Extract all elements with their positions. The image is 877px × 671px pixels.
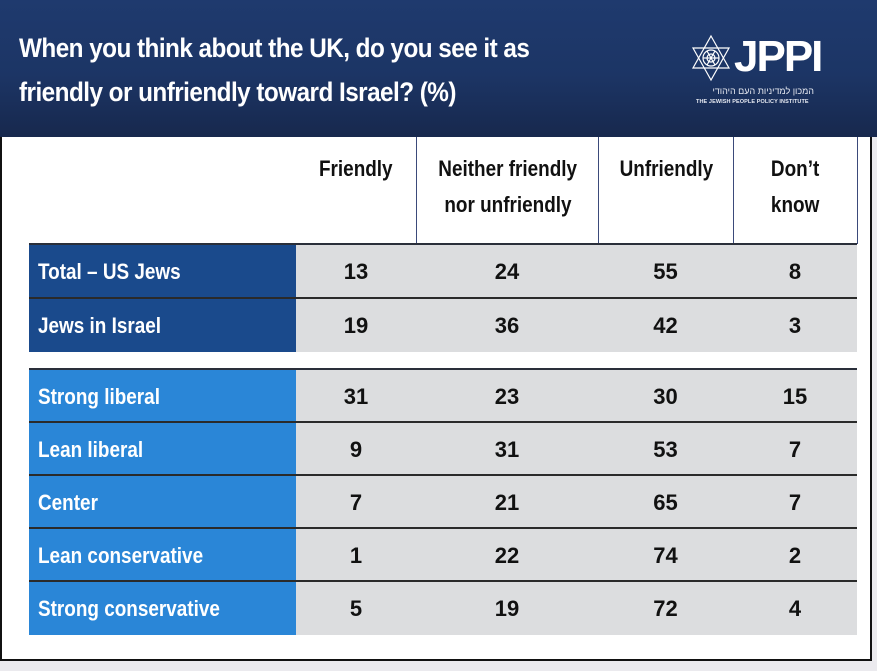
page-title: When you think about the UK, do you see … [19, 26, 595, 114]
table-row-center: Center 7 21 65 7 [29, 474, 857, 529]
row-values: 9 31 53 7 [296, 423, 857, 476]
logo-wordmark: JPPI [734, 32, 823, 81]
table-row-lean-conservative: Lean conservative 1 22 74 2 [29, 527, 857, 582]
row-label: Jews in Israel [29, 299, 296, 352]
table-row-strong-liberal: Strong liberal 31 23 30 15 [29, 368, 857, 423]
table-row-strong-conservative: Strong conservative 5 19 72 4 [29, 580, 857, 635]
column-header-neither: Neither friendly nor unfriendly [417, 137, 598, 244]
cell-friendly: 19 [343, 313, 369, 338]
cell-dont-know: 7 [788, 437, 802, 462]
cell-unfriendly: 30 [653, 384, 678, 409]
cell-neither: 22 [494, 543, 520, 568]
column-header-text: Unfriendly [619, 156, 713, 181]
cell-neither: 36 [494, 313, 520, 338]
row-values: 5 19 72 4 [296, 582, 857, 635]
column-header-friendly: Friendly [296, 137, 416, 244]
title-line-1: When you think about the UK, do you see … [19, 33, 530, 63]
cell-dont-know: 15 [782, 384, 808, 409]
row-label: Strong liberal [29, 370, 296, 423]
column-header-text: know [771, 192, 820, 217]
cell-dont-know: 2 [788, 543, 802, 568]
table-row-total-us-jews: Total – US Jews 13 24 55 8 [29, 243, 857, 298]
cell-neither: 31 [494, 437, 520, 462]
column-header-unfriendly: Unfriendly [599, 137, 733, 244]
row-label: Center [29, 476, 296, 529]
jppi-logo: JPPI המכון למדיניות העם היהודי THE JEWIS… [690, 32, 825, 110]
cell-friendly: 13 [343, 259, 369, 284]
row-values: 7 21 65 7 [296, 476, 857, 529]
cell-neither: 23 [494, 384, 520, 409]
column-divider [416, 137, 417, 244]
cell-dont-know: 8 [788, 259, 802, 284]
title-line-2: friendly or unfriendly toward Israel? (%… [19, 77, 456, 107]
logo-english-tagline: THE JEWISH PEOPLE POLICY INSTITUTE [696, 99, 809, 105]
cell-unfriendly: 53 [653, 437, 678, 462]
cell-unfriendly: 72 [653, 596, 678, 621]
cell-dont-know: 7 [788, 490, 802, 515]
row-values: 1 22 74 2 [296, 529, 857, 582]
table-row-lean-liberal: Lean liberal 9 31 53 7 [29, 421, 857, 476]
row-values: 19 36 42 3 [296, 299, 857, 352]
cell-friendly: 5 [349, 596, 363, 621]
cell-friendly: 1 [349, 543, 363, 568]
column-divider [598, 137, 599, 244]
column-header-text: Neither friendly [438, 156, 577, 181]
cell-unfriendly: 55 [653, 259, 678, 284]
row-values: 13 24 55 8 [296, 245, 857, 298]
cell-dont-know: 4 [788, 596, 802, 621]
column-divider [733, 137, 734, 244]
column-header-text: Friendly [319, 156, 393, 181]
column-header-text: Don’t [771, 156, 820, 181]
cell-neither: 19 [494, 596, 520, 621]
cell-neither: 24 [494, 259, 520, 284]
row-label: Lean conservative [29, 529, 296, 582]
column-header-dont-know: Don’t know [734, 137, 857, 244]
row-label: Total – US Jews [29, 245, 296, 298]
cell-unfriendly: 74 [653, 543, 678, 568]
cell-friendly: 7 [349, 490, 363, 515]
cell-unfriendly: 42 [653, 313, 678, 338]
row-label: Lean liberal [29, 423, 296, 476]
row-values: 31 23 30 15 [296, 370, 857, 423]
cell-friendly: 9 [349, 437, 363, 462]
column-header-text: nor unfriendly [443, 192, 572, 217]
row-label: Strong conservative [29, 582, 296, 635]
cell-neither: 21 [494, 490, 520, 515]
logo-hebrew-tagline: המכון למדיניות העם היהודי [712, 86, 814, 96]
table-row-jews-in-israel: Jews in Israel 19 36 42 3 [29, 297, 857, 352]
cell-friendly: 31 [343, 384, 369, 409]
star-of-david-logo-icon [691, 34, 731, 82]
column-divider [857, 137, 858, 244]
bottom-strip [0, 663, 877, 671]
header-banner: When you think about the UK, do you see … [0, 0, 877, 137]
cell-unfriendly: 65 [653, 490, 678, 515]
cell-dont-know: 3 [788, 313, 802, 338]
